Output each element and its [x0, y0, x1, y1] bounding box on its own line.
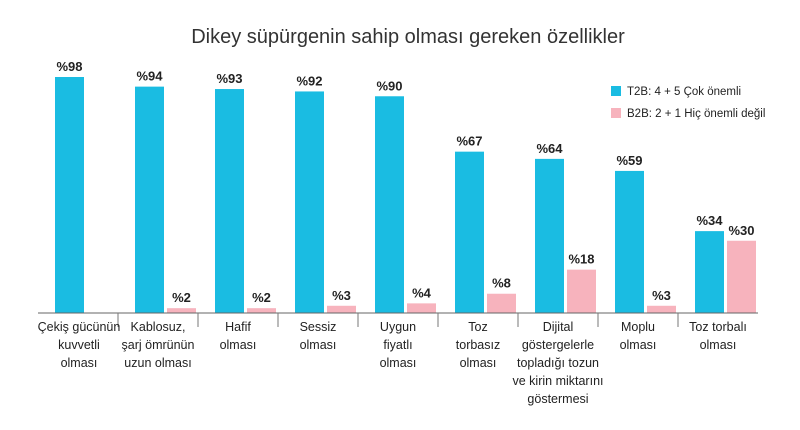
bar-b2b-7	[647, 305, 676, 313]
legend-label-b2b: B2B: 2 + 1 Hiç önemli değil	[627, 108, 765, 120]
value-label-t2b-6: %64	[536, 141, 563, 156]
category-label-7: Moplu olması	[620, 320, 657, 352]
bar-t2b-5	[455, 151, 484, 313]
value-label-t2b-0: %98	[56, 59, 82, 74]
category-label-2: Hafif olması	[220, 320, 257, 352]
bar-b2b-3	[327, 305, 356, 313]
value-label-t2b-8: %34	[696, 213, 723, 228]
bar-t2b-0	[55, 77, 84, 313]
bar-t2b-7	[615, 170, 644, 313]
category-label-0: Çekiş gücünün kuvvetli olması	[38, 320, 121, 370]
legend: T2B: 4 + 5 Çok önemli B2B: 2 + 1 Hiç önem…	[611, 86, 765, 120]
legend-swatch-b2b	[611, 108, 621, 118]
category-label-6: Dijital göstergelerle topladığı tozun ve ki…	[513, 320, 604, 406]
bar-t2b-3	[295, 91, 324, 314]
bar-b2b-6	[567, 269, 596, 313]
value-label-t2b-3: %92	[296, 73, 322, 88]
category-label-8: Toz torbalı olması	[689, 320, 747, 352]
value-label-b2b-2: %2	[252, 290, 271, 305]
value-label-b2b-8: %30	[728, 223, 754, 238]
value-label-t2b-7: %59	[616, 153, 642, 168]
bar-b2b-4	[407, 303, 436, 313]
value-label-b2b-4: %4	[412, 285, 432, 300]
category-label-3: Sessiz olması	[300, 320, 337, 352]
bar-t2b-1	[135, 86, 164, 313]
bar-b2b-8	[727, 240, 756, 313]
bars	[55, 77, 756, 314]
bar-t2b-2	[215, 89, 244, 313]
value-label-t2b-2: %93	[216, 71, 242, 86]
bar-b2b-5	[487, 293, 516, 313]
category-separators	[117, 313, 679, 327]
value-label-b2b-5: %8	[492, 276, 511, 291]
bar-t2b-4	[375, 96, 404, 313]
value-label-t2b-4: %90	[376, 78, 402, 93]
bar-b2b-1	[167, 308, 196, 313]
category-label-4: Uygun fiyatlı olması	[380, 320, 417, 370]
value-label-t2b-1: %94	[136, 69, 163, 84]
bar-b2b-2	[247, 308, 276, 313]
bar-t2b-6	[535, 158, 564, 313]
value-label-b2b-1: %2	[172, 290, 191, 305]
category-label-1: Kablosuz, şarj ömrünün uzun olması	[122, 320, 195, 370]
legend-swatch-t2b	[611, 86, 621, 96]
value-label-b2b-6: %18	[568, 252, 594, 267]
category-label-5: Toz torbasız olması	[456, 320, 500, 370]
value-labels: %98 %94 %2 %93 %2 %92 %3 %90 %4 %67 %8 %64 %18 %59 %3%…	[56, 59, 754, 305]
value-label-b2b-3: %3	[332, 288, 351, 303]
chart-title: Dikey süpürgenin sahip olması gereken öz…	[191, 26, 625, 48]
value-label-t2b-5: %67	[456, 134, 482, 149]
bar-t2b-8	[695, 231, 724, 313]
legend-label-t2b: T2B: 4 + 5 Çok önemli	[627, 86, 741, 98]
value-label-b2b-7: %3	[652, 288, 671, 303]
